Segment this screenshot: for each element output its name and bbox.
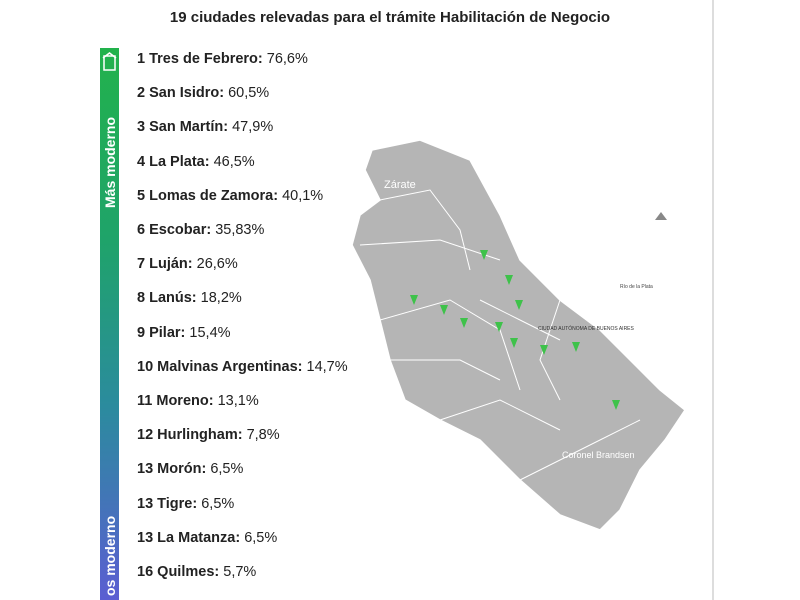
percentage: 40,1%: [282, 187, 324, 204]
ranking-item: 3 San Martín: 47,9%: [137, 119, 273, 135]
percentage: 7,8%: [246, 427, 280, 444]
rank: 10: [137, 358, 154, 375]
title: 19 ciudades relevadas para el trámite Ha…: [169, 9, 611, 26]
ranking-item: 2 San Isidro: 60,5%: [137, 85, 269, 101]
ranking-item: 9 Pilar: 15,4%: [137, 325, 231, 341]
city-name: Pilar:: [149, 324, 186, 341]
percentage: 76,6%: [266, 51, 308, 67]
percentage: 15,4%: [189, 324, 231, 341]
city-name: Morón:: [157, 461, 207, 478]
rank: 6: [137, 222, 146, 238]
ranking-item: 6 Escobar: 35,83%: [137, 222, 264, 238]
city-name: Escobar:: [149, 222, 212, 238]
city-name: San Isidro:: [149, 85, 225, 102]
rank: 12: [137, 427, 154, 444]
percentage: 5,7%: [223, 564, 257, 580]
percentage: 47,9%: [232, 119, 274, 136]
percentage: 13,1%: [217, 393, 259, 409]
rank: 13: [137, 461, 154, 478]
rank: 16: [137, 564, 154, 580]
city-name: Lanús:: [149, 290, 197, 307]
percentage: 18,2%: [200, 290, 242, 307]
rank: 8: [137, 290, 146, 307]
city-name: Lomas de Zamora:: [149, 187, 279, 204]
percentage: 14,7%: [306, 358, 348, 375]
border: [712, 0, 714, 600]
ranking-item: 10 Malvinas Argentinas: 14,7%: [137, 359, 348, 375]
rank: 13: [137, 529, 154, 546]
ranking-item: 13 Morón: 6,5%: [137, 461, 243, 477]
city-name: Quilmes:: [157, 564, 220, 580]
city-name: Tres de Febrero:: [149, 51, 263, 67]
rank: 13: [137, 495, 154, 512]
percentage: 60,5%: [228, 85, 270, 102]
rank: 7: [137, 256, 146, 273]
city-name: La Plata:: [149, 153, 210, 170]
percentage: 6,5%: [244, 529, 278, 546]
ranking-item: 5 Lomas de Zamora: 40,1%: [137, 188, 323, 204]
rank: 3: [137, 119, 146, 136]
ranking-item: 11 Moreno: 13,1%: [137, 393, 259, 409]
city-name: Moreno:: [156, 393, 214, 409]
rank: 11: [137, 393, 153, 409]
map-label: Zárate: [384, 179, 416, 191]
ranking-item: 7 Luján: 26,6%: [137, 256, 238, 272]
ranking-item: 12 Hurlingham: 7,8%: [137, 427, 280, 443]
percentage: 35,83%: [215, 222, 265, 238]
city-name: Luján:: [149, 256, 193, 273]
percentage: 6,5%: [201, 495, 235, 512]
city-name: Hurlingham:: [157, 427, 243, 444]
ranking-item: 8 Lanús: 18,2%: [137, 290, 242, 306]
ranking-item: 13 La Matanza: 6,5%: [137, 530, 277, 546]
city-name: Tigre:: [157, 495, 198, 512]
rank: 5: [137, 187, 146, 204]
compass: [655, 212, 667, 220]
percentage: 6,5%: [210, 461, 244, 478]
map-label: Río de la Plata: [620, 284, 653, 290]
city-name: San Martín:: [149, 119, 229, 136]
rank: 2: [137, 85, 146, 102]
city-name: Malvinas Argentinas:: [157, 358, 303, 375]
ranking-item: 4 La Plata: 46,5%: [137, 154, 255, 170]
map-label: Coronel Brandsen: [562, 450, 635, 460]
map-label: CIUDAD AUTÓNOMA DE BUENOS AIRES: [538, 325, 635, 332]
ranking-item: 13 Tigre: 6,5%: [137, 496, 234, 512]
rank: 9: [137, 324, 146, 341]
ranking-item: 1 Tres de Febrero: 76,6%: [137, 51, 308, 67]
scale-bar: Más moderno os moderno: [100, 48, 119, 600]
rank: 4: [137, 153, 146, 170]
percentage: 46,5%: [213, 153, 255, 170]
logo: [102, 52, 117, 71]
rank: 1: [137, 51, 146, 67]
city-name: La Matanza:: [157, 529, 241, 546]
percentage: 26,6%: [196, 256, 238, 273]
ranking-item: 16 Quilmes: 5,7%: [137, 564, 256, 580]
